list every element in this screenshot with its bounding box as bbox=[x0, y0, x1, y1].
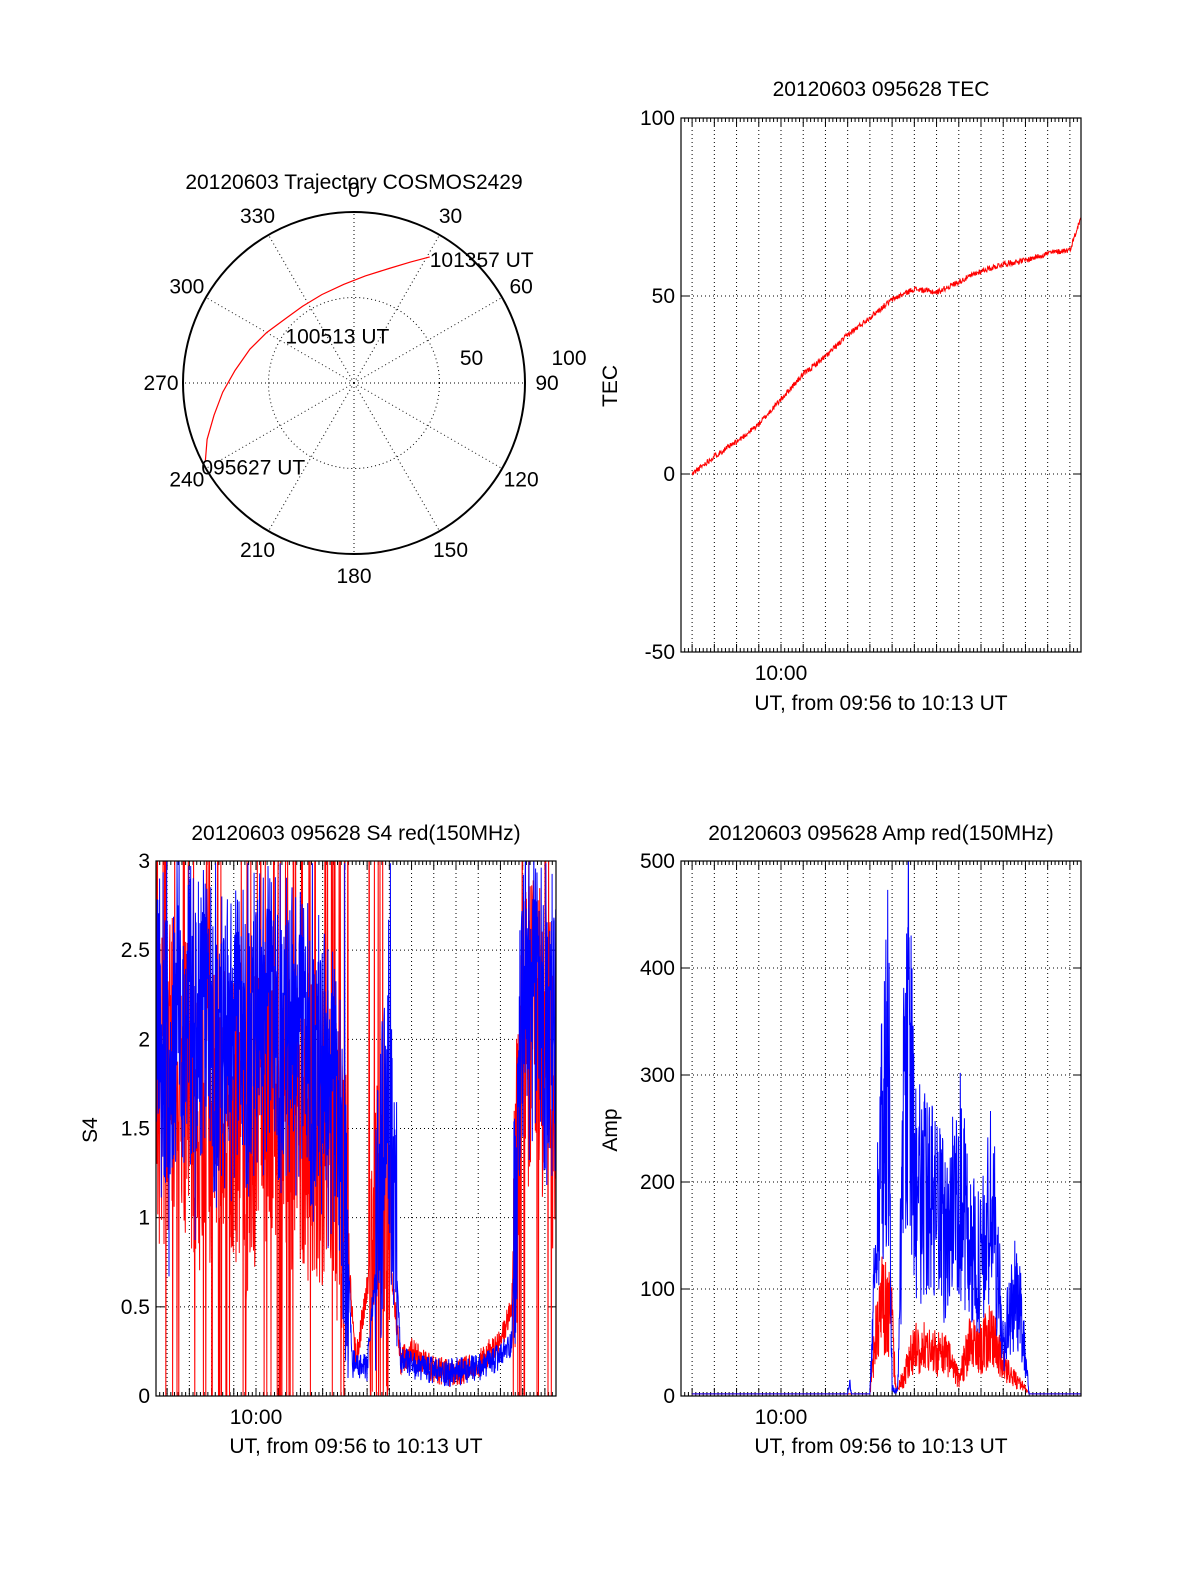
y-tick-label: -50 bbox=[645, 641, 675, 664]
azimuth-label: 30 bbox=[439, 205, 462, 228]
y-tick-label: 0 bbox=[138, 1385, 150, 1408]
azimuth-label: 180 bbox=[336, 565, 371, 588]
s4-panel: 20120603 095628 S4 red(150MHz) UT, from … bbox=[79, 822, 557, 1458]
amp-plot-area: 0 100 200 300 400 500 10:00 bbox=[640, 850, 1082, 1429]
polar-spoke bbox=[353, 382, 440, 532]
polar-grid-circle bbox=[268, 297, 440, 469]
tec-xlabel: UT, from 09:56 to 10:13 UT bbox=[754, 692, 1007, 715]
y-tick-label: 2 bbox=[138, 1028, 150, 1051]
s4-xlabel: UT, from 09:56 to 10:13 UT bbox=[229, 1435, 482, 1458]
y-tick-label: 100 bbox=[640, 1278, 675, 1301]
series-line bbox=[692, 861, 1081, 1395]
y-tick-label: 50 bbox=[652, 285, 675, 308]
azimuth-label: 240 bbox=[169, 469, 204, 492]
y-tick-label: 0.5 bbox=[121, 1296, 150, 1319]
x-tick-label: 10:00 bbox=[755, 662, 808, 685]
azimuth-labels: 0 30 60 90 120 150 180 210 240 270 300 330 bbox=[143, 179, 558, 588]
y-tick-label: 2.5 bbox=[121, 939, 150, 962]
amp-panel: 20120603 095628 Amp red(150MHz) UT, from… bbox=[599, 822, 1082, 1458]
tec-title: 20120603 095628 TEC bbox=[773, 78, 990, 101]
azimuth-label: 90 bbox=[535, 372, 558, 395]
azimuth-label: 120 bbox=[504, 469, 539, 492]
tec-ylabel: TEC bbox=[599, 365, 622, 407]
azimuth-label: 300 bbox=[169, 276, 204, 299]
series-line bbox=[156, 861, 556, 1387]
amp-xlabel: UT, from 09:56 to 10:13 UT bbox=[754, 1435, 1007, 1458]
azimuth-label: 270 bbox=[143, 372, 178, 395]
amp-ylabel: Amp bbox=[599, 1108, 622, 1151]
time-annotation: 095627 UT bbox=[201, 456, 305, 479]
y-tick-label: 200 bbox=[640, 1171, 675, 1194]
time-annotation: 100513 UT bbox=[285, 326, 389, 349]
s4-title: 20120603 095628 S4 red(150MHz) bbox=[191, 822, 520, 845]
y-tick-label: 400 bbox=[640, 957, 675, 980]
time-annotation: 101357 UT bbox=[430, 249, 534, 272]
plot-frame bbox=[680, 117, 1082, 653]
polar-spoke bbox=[353, 297, 503, 384]
polar-spoke bbox=[353, 382, 503, 469]
polar-spoke bbox=[268, 382, 355, 532]
polar-spoke bbox=[268, 234, 355, 384]
s4-plot-area: 0 0.5 1 1.5 2 2.5 3 10:00 bbox=[121, 850, 557, 1429]
series-line bbox=[692, 1256, 1081, 1395]
tec-panel: 20120603 095628 TEC UT, from 09:56 to 10… bbox=[599, 78, 1082, 715]
y-tick-label: 0 bbox=[663, 1385, 675, 1408]
azimuth-label: 330 bbox=[240, 205, 275, 228]
y-tick-label: 500 bbox=[640, 850, 675, 873]
polar-grid bbox=[182, 211, 526, 555]
azimuth-label: 0 bbox=[348, 179, 360, 202]
trajectory-panel: 20120603 Trajectory COSMOS2429 0 30 60 90 12… bbox=[143, 171, 586, 588]
y-tick-label: 1 bbox=[138, 1207, 150, 1230]
trajectory-line bbox=[204, 256, 430, 461]
polar-spoke bbox=[205, 382, 355, 469]
s4-ylabel: S4 bbox=[79, 1117, 102, 1143]
radial-labels: 50 100 bbox=[460, 347, 587, 370]
y-tick-label: 3 bbox=[138, 850, 150, 873]
trajectory-title: 20120603 Trajectory COSMOS2429 bbox=[185, 171, 522, 194]
plot-frame bbox=[680, 860, 1082, 1397]
amp-title: 20120603 095628 Amp red(150MHz) bbox=[708, 822, 1054, 845]
x-tick-label: 10:00 bbox=[230, 1406, 283, 1429]
y-tick-label: 100 bbox=[640, 107, 675, 130]
azimuth-label: 150 bbox=[433, 539, 468, 562]
trajectory-series bbox=[204, 256, 430, 461]
y-tick-label: 0 bbox=[663, 463, 675, 486]
series-line bbox=[156, 861, 556, 1396]
polar-spoke bbox=[353, 234, 440, 384]
y-tick-label: 1.5 bbox=[121, 1118, 150, 1141]
polar-outer-circle bbox=[182, 211, 526, 555]
x-tick-label: 10:00 bbox=[755, 1406, 808, 1429]
tec-plot-area: -50 0 50 100 10:00 bbox=[640, 107, 1082, 685]
trajectory-annotations: 101357 UT 100513 UT 095627 UT bbox=[201, 249, 533, 479]
radial-label: 50 bbox=[460, 347, 483, 370]
y-tick-label: 300 bbox=[640, 1064, 675, 1087]
series-line bbox=[691, 217, 1081, 477]
radial-label: 100 bbox=[551, 347, 586, 370]
azimuth-label: 210 bbox=[240, 539, 275, 562]
azimuth-label: 60 bbox=[509, 276, 532, 299]
polar-spoke bbox=[205, 297, 355, 384]
plot-frame bbox=[155, 860, 557, 1397]
